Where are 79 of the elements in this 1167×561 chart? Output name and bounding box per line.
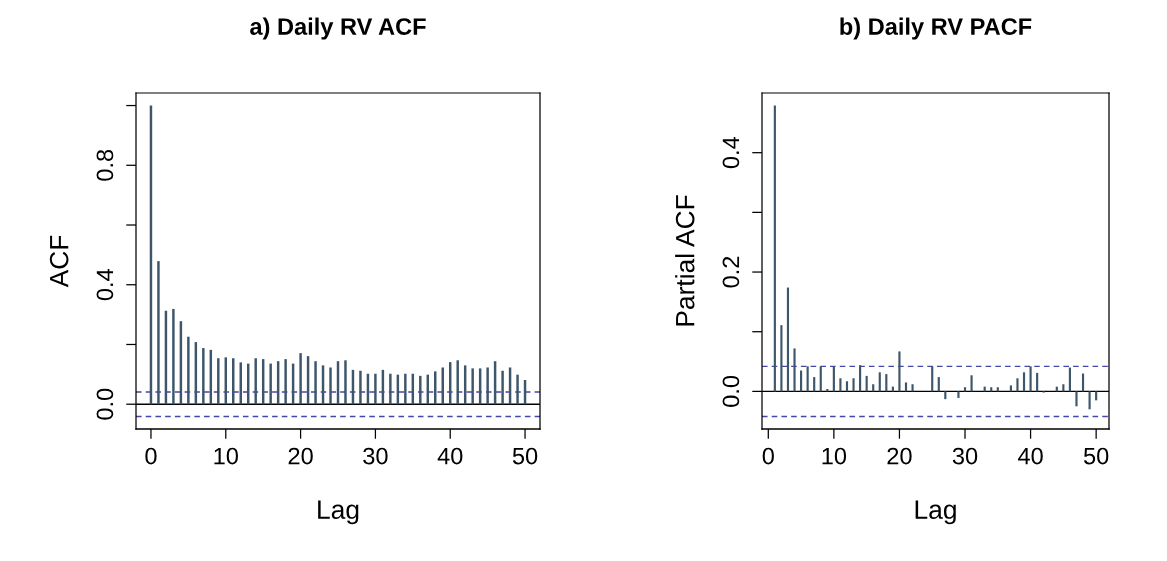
bar bbox=[269, 363, 272, 405]
bar bbox=[501, 370, 504, 405]
bar bbox=[187, 336, 190, 405]
y-tick-label: 0.0 bbox=[722, 375, 740, 407]
bar bbox=[845, 381, 849, 392]
bar bbox=[885, 374, 888, 392]
bar bbox=[299, 353, 302, 405]
x-tick-label: 10 bbox=[214, 447, 238, 465]
bar bbox=[1062, 384, 1065, 392]
bar bbox=[957, 391, 960, 398]
bar bbox=[284, 359, 287, 405]
bar bbox=[344, 360, 347, 405]
x-tick-label: 10 bbox=[822, 447, 847, 465]
bar bbox=[898, 351, 901, 392]
x-tick-label: 40 bbox=[437, 447, 463, 465]
bar bbox=[157, 261, 160, 405]
bar bbox=[944, 391, 947, 400]
bar bbox=[786, 287, 790, 392]
bar bbox=[404, 373, 407, 405]
x-axis-title: Lag bbox=[318, 500, 359, 525]
y-axis-title: Partial ACF bbox=[675, 195, 695, 326]
bar bbox=[793, 348, 796, 392]
bar bbox=[1088, 391, 1091, 410]
bar bbox=[780, 325, 783, 392]
bar bbox=[937, 377, 940, 392]
x-tick-label: 50 bbox=[1083, 447, 1109, 465]
y-axis-title: ACF bbox=[49, 235, 69, 288]
bar bbox=[1036, 372, 1039, 392]
x-tick-label: 30 bbox=[363, 447, 388, 465]
bar bbox=[859, 365, 862, 392]
x-tick-label: 30 bbox=[952, 447, 978, 465]
y-tick-label: 0.2 bbox=[722, 256, 740, 288]
bar bbox=[806, 366, 809, 392]
bar bbox=[813, 377, 816, 392]
bar bbox=[878, 372, 881, 392]
x-tick-label: 0 bbox=[145, 447, 157, 465]
x-tick-label: 0 bbox=[762, 447, 774, 465]
bar bbox=[359, 370, 362, 405]
x-tick-label: 20 bbox=[887, 447, 912, 465]
x-tick-label: 50 bbox=[512, 447, 538, 465]
x-axis-title: Lag bbox=[915, 500, 956, 525]
bar bbox=[1075, 391, 1078, 407]
bar bbox=[931, 366, 934, 392]
bar bbox=[872, 384, 875, 392]
bar bbox=[314, 361, 317, 405]
bar bbox=[904, 382, 908, 392]
chart-title: a) Daily RV ACF bbox=[250, 17, 426, 40]
bar bbox=[1022, 372, 1026, 392]
bar bbox=[419, 375, 422, 405]
bar bbox=[1016, 378, 1019, 392]
bar bbox=[516, 374, 519, 405]
bar bbox=[819, 366, 822, 392]
bar bbox=[911, 384, 914, 392]
bar bbox=[374, 373, 377, 405]
x-tick-label: 40 bbox=[1017, 447, 1043, 465]
bar bbox=[456, 360, 459, 405]
bar bbox=[254, 358, 257, 405]
bar bbox=[172, 308, 175, 405]
bar bbox=[217, 358, 220, 405]
bar bbox=[1081, 373, 1085, 392]
bar bbox=[389, 373, 392, 405]
bar bbox=[832, 366, 835, 392]
y-tick-label: 0.0 bbox=[96, 388, 114, 420]
y-tick-label: 0.8 bbox=[96, 149, 114, 181]
bar bbox=[1095, 391, 1098, 401]
bar bbox=[970, 375, 973, 392]
bar bbox=[773, 105, 776, 392]
x-tick-label: 20 bbox=[288, 447, 313, 465]
bar bbox=[1029, 366, 1032, 392]
bar bbox=[852, 378, 855, 392]
bar bbox=[486, 367, 489, 405]
y-tick-label: 0.4 bbox=[96, 269, 114, 301]
chart-title: b) Daily RV PACF bbox=[840, 17, 1032, 40]
bar bbox=[1009, 385, 1012, 392]
y-tick-label: 0.4 bbox=[722, 136, 740, 169]
bar bbox=[839, 378, 842, 392]
bar bbox=[471, 368, 474, 405]
bar bbox=[329, 367, 332, 405]
bar bbox=[202, 348, 205, 405]
